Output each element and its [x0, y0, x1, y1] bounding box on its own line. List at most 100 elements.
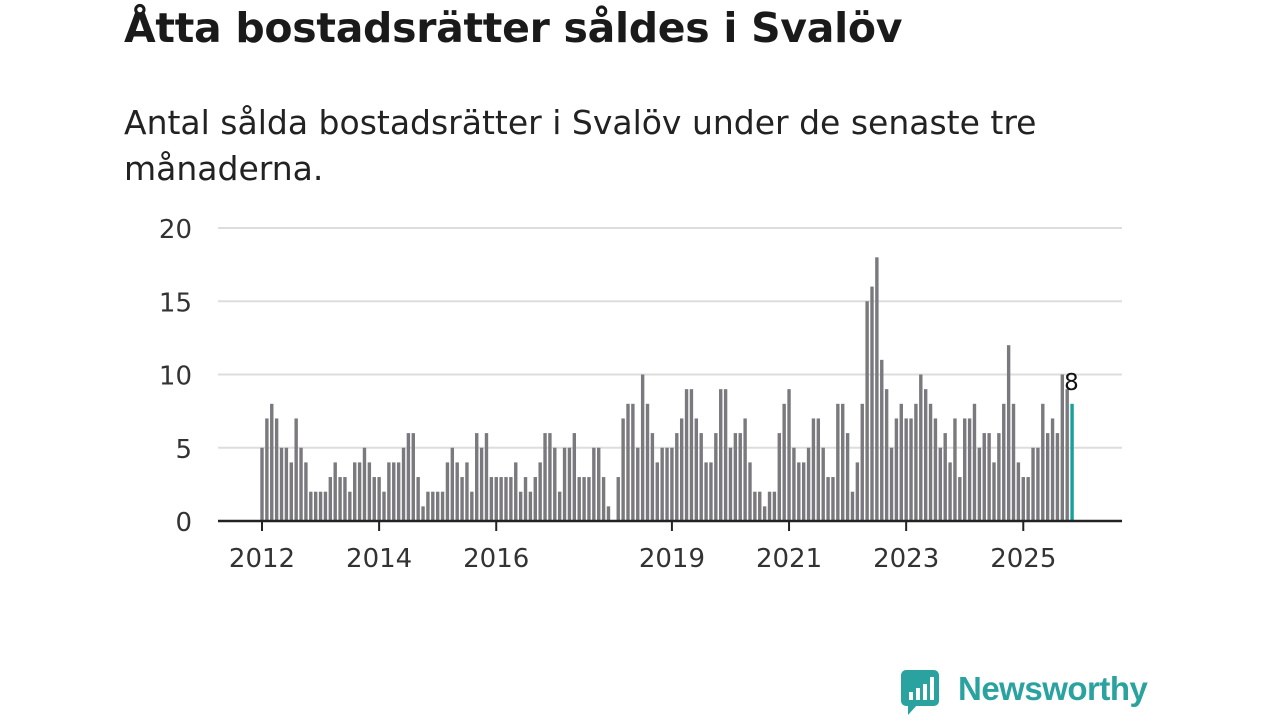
- bar: [777, 433, 781, 521]
- bar: [1065, 389, 1069, 521]
- bar: [523, 477, 528, 521]
- bar: [943, 433, 947, 521]
- bar: [401, 447, 406, 521]
- newsworthy-logo-icon: [901, 670, 939, 715]
- bar: [655, 462, 659, 521]
- bar: [396, 462, 401, 521]
- bar: [792, 447, 796, 521]
- bar: [1026, 477, 1030, 521]
- y-tick-label: 20: [159, 215, 192, 245]
- bar: [353, 462, 357, 521]
- bar: [665, 447, 669, 521]
- bar: [465, 462, 469, 521]
- bar: [958, 477, 962, 521]
- bar: [504, 477, 508, 521]
- bar: [850, 491, 855, 521]
- bar: [318, 491, 323, 521]
- bar: [636, 447, 640, 521]
- bar: [597, 447, 601, 521]
- bar: [933, 418, 938, 521]
- bar: [382, 491, 386, 521]
- bar: [582, 477, 586, 521]
- newsworthy-logo: Newsworthy: [900, 668, 1160, 720]
- bar: [972, 403, 977, 521]
- bar: [953, 418, 957, 521]
- bar: [811, 418, 816, 521]
- bar: [997, 433, 1001, 521]
- bar: [489, 477, 494, 521]
- chart-title: Åtta bostadsrätter såldes i Svalöv: [124, 4, 903, 52]
- bar: [343, 477, 347, 521]
- bar: [631, 403, 635, 521]
- bar: [679, 418, 684, 521]
- bar: [470, 491, 474, 521]
- bar: [553, 447, 557, 521]
- bar: [538, 462, 542, 521]
- bar: [533, 477, 537, 521]
- bar: [362, 447, 367, 521]
- bar: [894, 418, 899, 521]
- bar: [831, 477, 835, 521]
- bar: [909, 418, 913, 521]
- bar: [904, 418, 908, 521]
- bar: [797, 462, 801, 521]
- bar: [855, 462, 860, 521]
- bar: [435, 491, 440, 521]
- bar: [479, 447, 484, 521]
- bar: [562, 447, 567, 521]
- bar: [948, 462, 952, 521]
- bar: [411, 433, 415, 521]
- bar: [821, 447, 825, 521]
- bar: [426, 491, 430, 521]
- bar: [767, 491, 772, 521]
- bar: [1016, 462, 1021, 521]
- bar: [387, 462, 391, 521]
- bar: [645, 403, 650, 521]
- y-tick-label: 15: [159, 288, 192, 318]
- bar: [274, 418, 279, 521]
- bar: [304, 462, 308, 521]
- chart-subtitle: Antal sålda bostadsrätter i Svalöv under…: [124, 103, 1037, 188]
- x-tick-label: 2025: [990, 544, 1056, 574]
- bar: [1002, 403, 1006, 521]
- bar: [299, 447, 303, 521]
- bar: [406, 433, 411, 521]
- bar: [1055, 433, 1060, 521]
- bar: [733, 433, 738, 521]
- bar: [987, 433, 991, 521]
- bar: [967, 418, 972, 521]
- bar: [865, 301, 869, 521]
- y-tick-label: 5: [175, 435, 192, 465]
- bar: [284, 447, 289, 521]
- bar: [509, 477, 513, 521]
- bar: [787, 389, 791, 521]
- bar: [675, 433, 679, 521]
- x-tick-label: 2012: [229, 544, 295, 574]
- bar: [494, 477, 498, 521]
- bar: [543, 433, 547, 521]
- bar: [416, 477, 420, 521]
- bar: [772, 491, 777, 521]
- bar: [889, 447, 894, 521]
- bar: [694, 418, 699, 521]
- bar: [689, 389, 694, 521]
- x-tick-label: 2021: [756, 544, 822, 574]
- bar: [572, 433, 577, 521]
- bar: [919, 374, 923, 521]
- bar: [1060, 374, 1065, 521]
- bar: [1036, 447, 1040, 521]
- bar: [557, 491, 562, 521]
- bar: [313, 491, 318, 521]
- bar: [440, 491, 445, 521]
- bar: [753, 491, 757, 521]
- bar: [392, 462, 396, 521]
- bar: [518, 491, 523, 521]
- bar: [333, 462, 337, 521]
- bar: [372, 477, 376, 521]
- bar: [265, 418, 269, 521]
- highlight-bar: [1070, 403, 1074, 521]
- bar: [328, 477, 333, 521]
- newsworthy-logo-text: Newsworthy: [958, 670, 1148, 707]
- y-tick-label: 0: [175, 508, 192, 538]
- bar: [758, 491, 762, 521]
